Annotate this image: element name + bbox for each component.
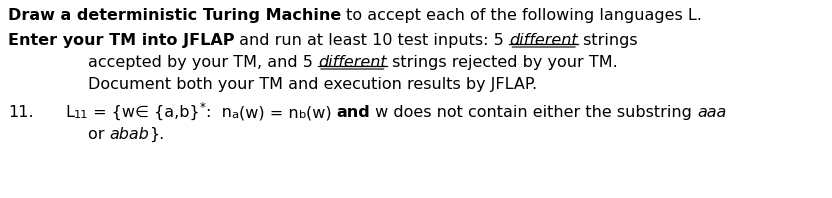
- Text: *: *: [200, 101, 206, 114]
- Text: (w): (w): [305, 105, 336, 120]
- Text: 11: 11: [74, 110, 88, 120]
- Text: Enter your TM into JFLAP: Enter your TM into JFLAP: [8, 33, 235, 48]
- Text: and: and: [336, 105, 370, 120]
- Text: accepted by your TM, and 5: accepted by your TM, and 5: [88, 55, 318, 70]
- Text: aaa: aaa: [697, 105, 726, 120]
- Text: 11.: 11.: [8, 105, 33, 120]
- Text: abab: abab: [110, 127, 150, 142]
- Text: Draw a deterministic Turing Machine: Draw a deterministic Turing Machine: [8, 8, 341, 23]
- Text: and run at least 10 test inputs: 5: and run at least 10 test inputs: 5: [235, 33, 509, 48]
- Text: }.: }.: [150, 127, 165, 142]
- Text: w does not contain either the substring: w does not contain either the substring: [370, 105, 697, 120]
- Text: = {w∈ {a,b}: = {w∈ {a,b}: [88, 105, 200, 120]
- Text: :  n: : n: [206, 105, 232, 120]
- Text: strings rejected by your TM.: strings rejected by your TM.: [387, 55, 617, 70]
- Text: (w) = n: (w) = n: [239, 105, 299, 120]
- Text: L: L: [65, 105, 74, 120]
- Text: a: a: [232, 110, 239, 120]
- Text: or: or: [88, 127, 110, 142]
- Text: b: b: [299, 110, 305, 120]
- Text: strings: strings: [578, 33, 637, 48]
- Text: to accept each of the following languages L.: to accept each of the following language…: [341, 8, 702, 23]
- Text: Document both your TM and execution results by JFLAP.: Document both your TM and execution resu…: [88, 77, 537, 92]
- Text: different: different: [318, 55, 387, 70]
- Text: different: different: [509, 33, 578, 48]
